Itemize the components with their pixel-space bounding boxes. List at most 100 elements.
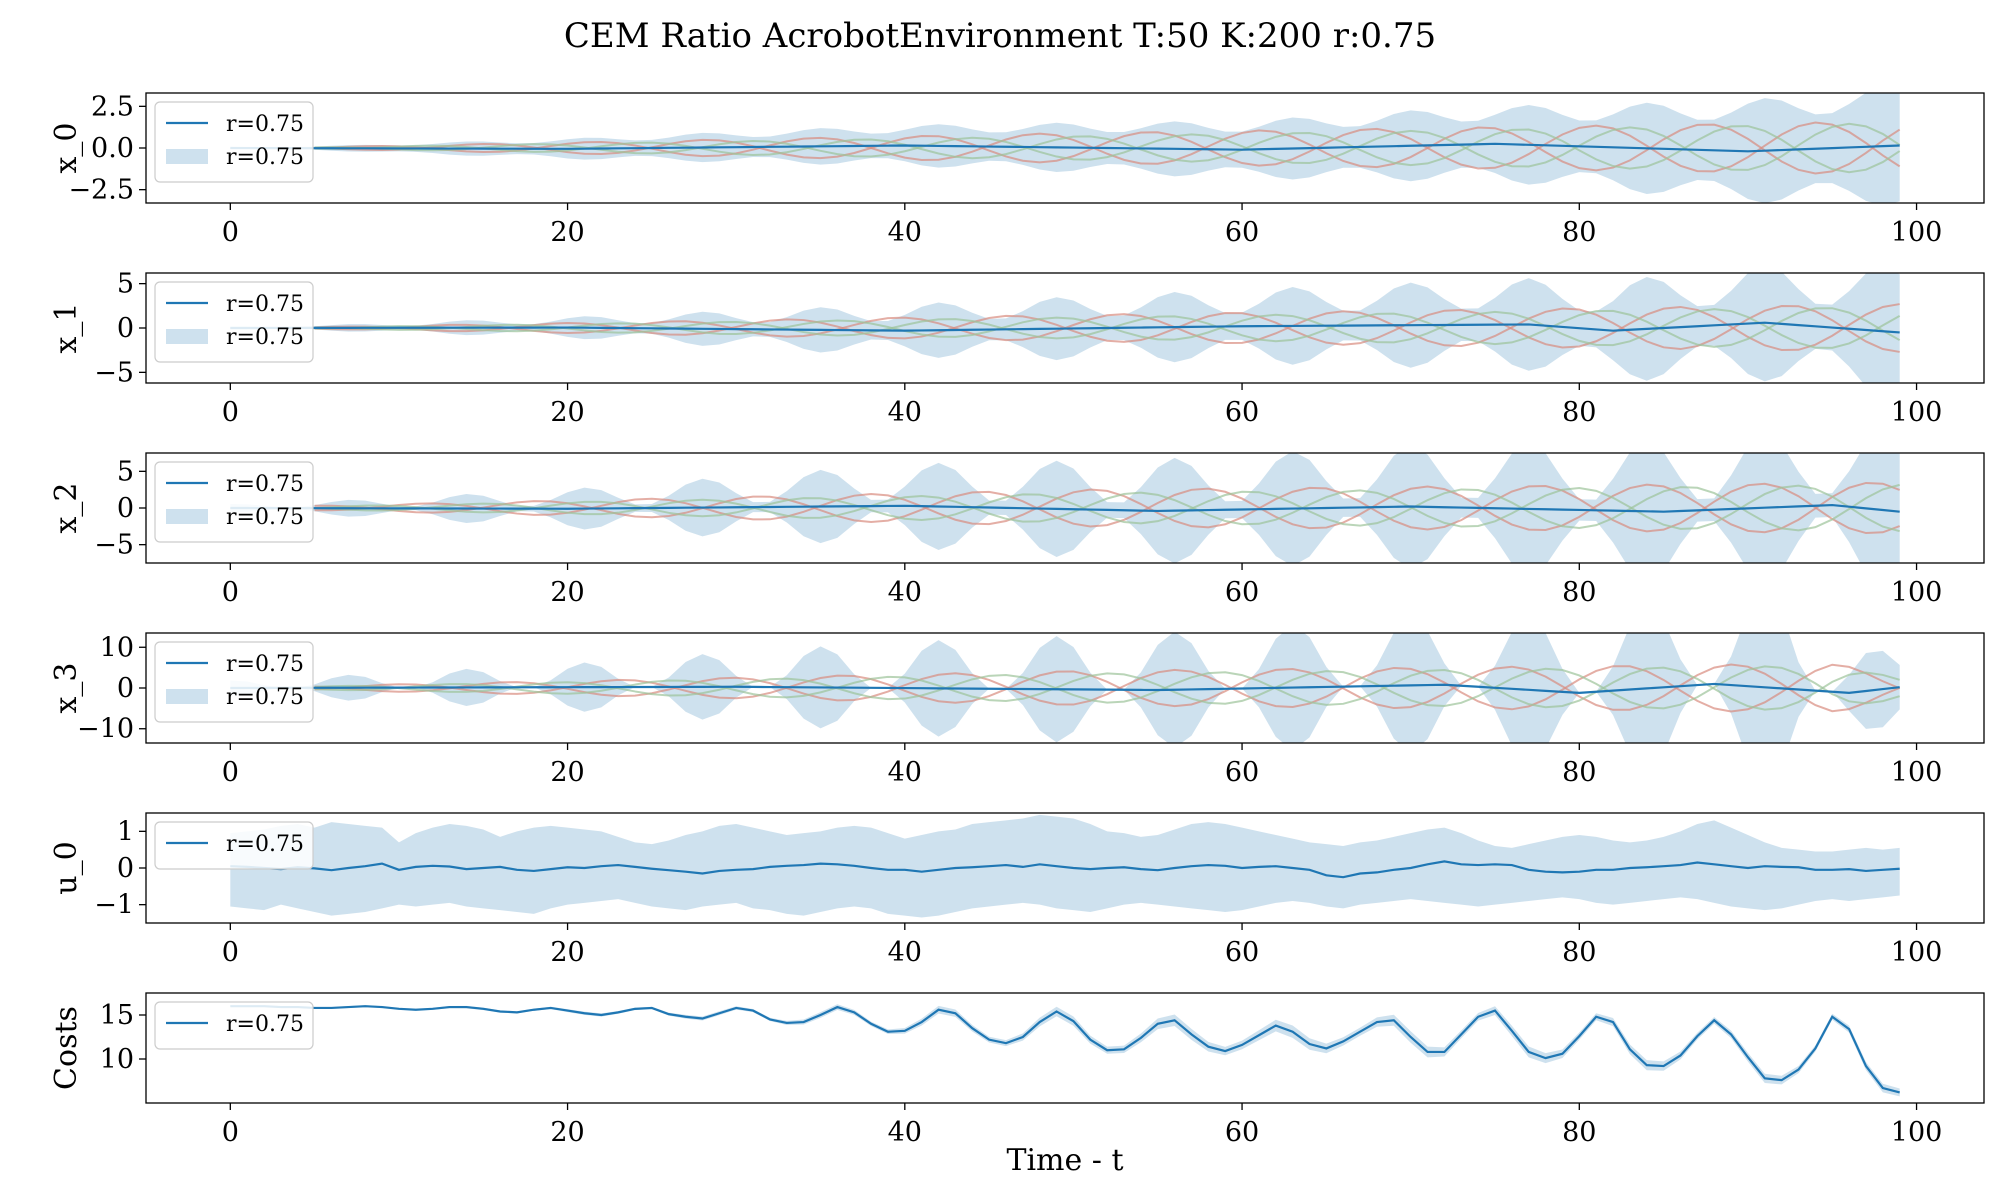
legend-entry-label: r=0.75	[226, 652, 304, 677]
x-tick-label: 100	[1891, 577, 1943, 608]
legend-entry-label: r=0.75	[226, 472, 304, 497]
subplot-x2: −5 0 5 0 20 40 60 80 100 x_2 r=0.75 r=0.75	[49, 452, 1985, 608]
subplot-x1: −5 0 5 0 20 40 60 80 100 x_1 r=0.75 r=0.75	[49, 269, 1985, 428]
confidence-band	[230, 633, 1900, 743]
x-tick-label: 60	[1225, 1117, 1259, 1148]
legend-entry-label: r=0.75	[226, 685, 304, 710]
mean-line	[230, 860, 1900, 879]
trajectory-line-green-3	[314, 483, 1900, 532]
trajectory-line-red-1	[314, 482, 1901, 535]
x-axis-label: Time - t	[1006, 1143, 1123, 1178]
plot-area	[230, 814, 1900, 918]
y-axis-label: x_1	[49, 302, 84, 353]
x-tick-label: 20	[550, 577, 584, 608]
subplot-x0: −2.5 0.0 2.5 0 20 40 60 80 100 x_0 r=0.75 r=0.75	[49, 91, 1985, 248]
x-tick-label: 40	[888, 397, 922, 428]
x-tick-label: 80	[1562, 1117, 1596, 1148]
y-tick-label: 5	[117, 456, 134, 487]
y-tick-label: −5	[94, 530, 134, 561]
legend-entry-label: r=0.75	[226, 292, 304, 317]
legend-patch-swatch	[166, 149, 208, 164]
mean-line	[230, 321, 1900, 334]
legend-entry-label: r=0.75	[226, 1012, 304, 1037]
plot-area	[230, 633, 1901, 743]
x-tick-label: 40	[888, 217, 922, 248]
x-tick-label: 20	[550, 397, 584, 428]
plot-area	[230, 453, 1901, 563]
legend-entry-label: r=0.75	[226, 325, 304, 350]
y-axis-label: x_2	[49, 482, 84, 533]
y-tick-label: 0	[117, 853, 134, 884]
x-tick-label: 100	[1891, 217, 1943, 248]
trajectory-line-red-1	[314, 121, 1901, 173]
trajectory-line-red-0	[314, 123, 1901, 175]
y-tick-label: −2.5	[68, 175, 134, 206]
x-tick-label: 0	[222, 397, 239, 428]
y-tick-label: 5	[117, 269, 134, 300]
y-tick-label: 10	[100, 1044, 134, 1075]
y-tick-label: −1	[94, 890, 134, 921]
legend: r=0.75 r=0.75	[154, 461, 314, 543]
x-tick-label: 0	[222, 1117, 239, 1148]
x-tick-label: 60	[1225, 217, 1259, 248]
x-tick-label: 60	[1225, 397, 1259, 428]
x-tick-label: 20	[550, 1117, 584, 1148]
x-tick-label: 40	[888, 1117, 922, 1148]
trajectory-line-red-0	[314, 481, 1901, 534]
x-tick-label: 40	[888, 577, 922, 608]
x-tick-label: 20	[550, 217, 584, 248]
y-tick-label: 10	[100, 632, 134, 663]
legend: r=0.75 r=0.75	[154, 641, 314, 723]
trajectory-line-green-3	[314, 666, 1900, 711]
x-tick-label: 80	[1562, 757, 1596, 788]
trajectory-line-green-2	[314, 307, 1901, 348]
trajectory-line-red-0	[314, 303, 1900, 351]
x-tick-label: 20	[550, 757, 584, 788]
x-tick-label: 100	[1891, 1117, 1943, 1148]
x-tick-label: 0	[222, 757, 239, 788]
legend-entry-label: r=0.75	[226, 112, 304, 137]
legend: r=0.75	[154, 1001, 314, 1050]
legend: r=0.75 r=0.75	[154, 101, 314, 183]
y-tick-label: 1	[117, 816, 134, 847]
plot-area	[230, 93, 1901, 203]
y-tick-label: 0.0	[91, 133, 134, 164]
trajectory-line-green-2	[314, 122, 1901, 171]
x-tick-label: 80	[1562, 937, 1596, 968]
legend: r=0.75	[154, 821, 314, 870]
x-tick-label: 40	[888, 937, 922, 968]
legend-box	[154, 821, 314, 870]
y-tick-label: 0	[117, 313, 134, 344]
legend-box	[154, 1001, 314, 1050]
x-tick-label: 0	[222, 937, 239, 968]
figure-title: CEM Ratio AcrobotEnvironment T:50 K:200 …	[564, 16, 1436, 56]
mean-line	[230, 142, 1900, 153]
x-tick-label: 80	[1562, 217, 1596, 248]
x-tick-label: 80	[1562, 577, 1596, 608]
trajectory-line-red-0	[314, 663, 1901, 713]
y-tick-label: 0	[117, 673, 134, 704]
x-tick-label: 60	[1225, 937, 1259, 968]
trajectory-line-green-3	[314, 308, 1901, 349]
x-tick-label: 20	[550, 937, 584, 968]
y-axis-label: x_0	[49, 122, 84, 173]
legend-entry-label: r=0.75	[226, 145, 304, 170]
y-tick-label: −5	[94, 357, 134, 388]
plot-area	[230, 1004, 1900, 1097]
mean-line	[230, 503, 1900, 513]
x-tick-label: 100	[1891, 397, 1943, 428]
mean-line	[230, 1005, 1900, 1094]
legend-entry-label: r=0.75	[226, 505, 304, 530]
x-tick-label: 60	[1225, 757, 1259, 788]
y-tick-label: 2.5	[91, 91, 134, 122]
x-tick-label: 60	[1225, 577, 1259, 608]
x-tick-label: 100	[1891, 757, 1943, 788]
axes-frame	[145, 992, 1985, 1104]
y-tick-label: −10	[77, 714, 134, 745]
trajectory-line-red-1	[314, 663, 1901, 713]
x-tick-label: 80	[1562, 397, 1596, 428]
plot-area	[230, 273, 1901, 383]
